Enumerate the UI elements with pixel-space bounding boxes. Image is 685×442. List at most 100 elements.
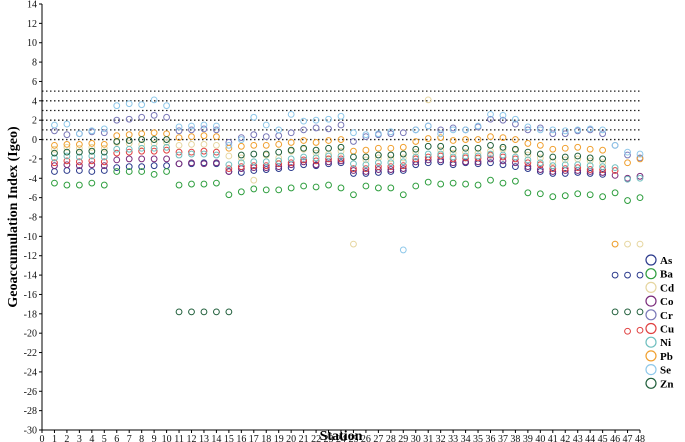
axes — [41, 4, 640, 431]
data-point — [51, 162, 58, 170]
data-point — [88, 168, 96, 175]
data-point — [636, 150, 644, 158]
legend-label: Zn — [660, 378, 673, 390]
data-point — [63, 157, 71, 165]
data-point — [412, 145, 420, 153]
series-se — [51, 96, 644, 254]
data-point — [113, 164, 121, 172]
data-point — [624, 327, 631, 335]
data-point — [163, 130, 170, 138]
x-tick-label: 47 — [623, 434, 633, 442]
data-point — [287, 129, 295, 137]
x-tick-label: 34 — [461, 434, 471, 442]
data-point — [312, 183, 320, 191]
legend-item-co: Co — [645, 295, 674, 308]
data-point — [561, 127, 569, 135]
data-point — [88, 152, 96, 160]
data-point — [100, 129, 108, 137]
data-point — [175, 134, 183, 142]
data-point — [524, 151, 532, 159]
x-tick-label: 32 — [436, 434, 446, 442]
data-point — [374, 154, 382, 162]
data-point — [312, 157, 320, 165]
data-point — [487, 150, 494, 158]
data-point — [213, 159, 220, 167]
data-point — [75, 148, 83, 156]
x-tick-label: 45 — [598, 434, 608, 442]
data-point — [499, 161, 507, 169]
data-point — [574, 161, 582, 169]
data-point — [275, 165, 283, 172]
data-point — [287, 146, 295, 154]
data-point — [362, 170, 370, 177]
y-tick-label: 2 — [32, 116, 37, 127]
data-point — [561, 156, 569, 164]
data-point — [75, 162, 83, 170]
data-point — [437, 126, 445, 134]
data-point — [586, 157, 594, 165]
data-point — [150, 140, 158, 147]
data-point — [225, 144, 233, 152]
x-tick-label: 10 — [162, 434, 172, 442]
data-point — [125, 115, 133, 123]
data-point — [138, 147, 146, 155]
data-point — [536, 161, 544, 169]
data-point — [487, 110, 494, 118]
data-point — [362, 146, 370, 154]
data-point — [325, 155, 332, 163]
data-point — [51, 127, 58, 135]
data-point — [88, 179, 96, 187]
legend-label: As — [660, 255, 673, 267]
data-point — [561, 161, 569, 169]
legend-label: Cu — [660, 324, 674, 336]
data-point — [63, 140, 71, 148]
x-tick-label: 42 — [560, 434, 570, 442]
x-tick-label: 15 — [224, 434, 234, 442]
data-point — [175, 141, 183, 149]
data-point — [424, 96, 432, 104]
y-tick-label: -28 — [24, 406, 37, 417]
x-tick-label: 41 — [548, 434, 558, 442]
data-point — [374, 159, 382, 167]
series-cu — [51, 146, 644, 335]
data-point — [63, 152, 71, 160]
data-point — [275, 157, 283, 165]
data-point — [188, 148, 195, 156]
data-point — [125, 100, 133, 108]
data-point — [424, 122, 432, 130]
data-point — [163, 102, 170, 110]
legend-marker — [645, 254, 657, 266]
data-point — [51, 179, 58, 187]
data-point — [636, 172, 644, 180]
data-point — [636, 174, 644, 182]
data-point — [188, 308, 195, 316]
data-point — [624, 148, 631, 156]
data-point — [325, 125, 332, 133]
data-point — [362, 153, 370, 161]
data-point — [312, 146, 320, 154]
data-point — [88, 127, 96, 135]
x-tick-label: 23 — [324, 434, 334, 442]
x-tick-label: 12 — [187, 434, 197, 442]
series-zn — [51, 136, 644, 316]
x-tick-label: 0 — [40, 434, 45, 442]
data-point — [599, 126, 607, 134]
data-point — [474, 144, 482, 152]
data-point — [586, 162, 594, 170]
data-point — [611, 141, 619, 149]
x-tick-label: 8 — [139, 434, 144, 442]
data-point — [487, 159, 494, 167]
data-point — [163, 155, 170, 163]
data-point — [387, 155, 395, 163]
data-point — [188, 180, 195, 188]
data-point — [225, 168, 233, 175]
data-point — [325, 137, 332, 144]
data-point — [75, 181, 83, 189]
data-point — [262, 150, 270, 158]
data-point — [362, 168, 370, 175]
data-point — [88, 140, 96, 147]
data-point — [499, 111, 507, 119]
data-point — [387, 128, 395, 136]
legend-label: Co — [660, 296, 674, 308]
data-point — [300, 158, 308, 166]
